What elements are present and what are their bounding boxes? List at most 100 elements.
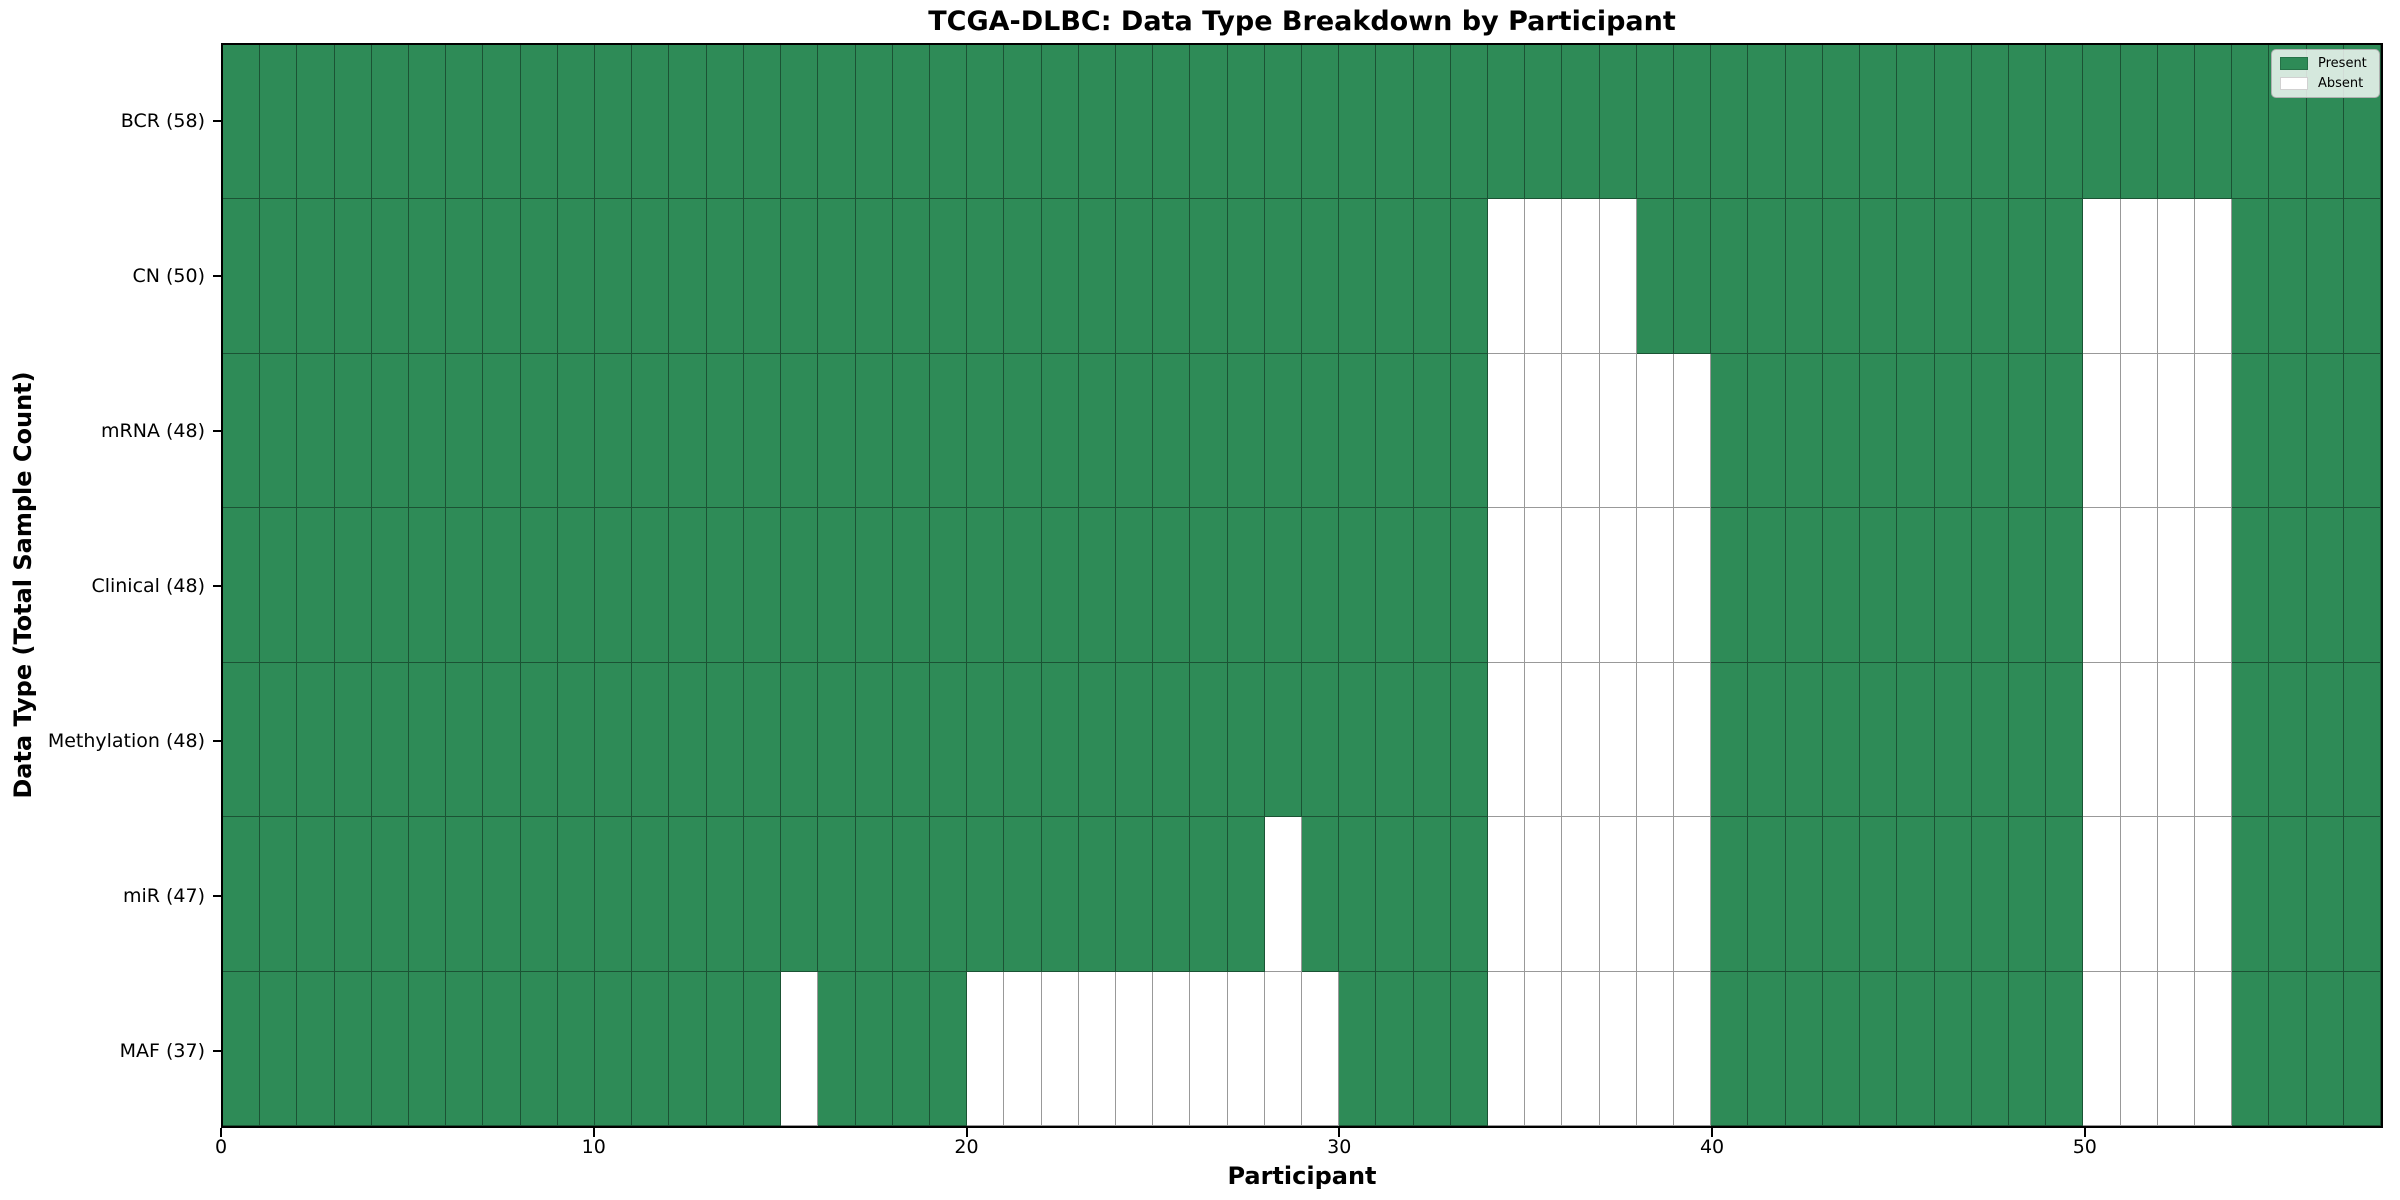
heatmap-cell bbox=[2157, 662, 2195, 818]
heatmap-cell bbox=[1897, 353, 1935, 509]
heatmap-cell bbox=[297, 662, 335, 818]
heatmap-cell bbox=[818, 817, 856, 972]
heatmap-cell bbox=[520, 971, 558, 1126]
heatmap-cell bbox=[1599, 508, 1637, 663]
heatmap-cell bbox=[2157, 508, 2195, 663]
heatmap-cell bbox=[2269, 199, 2307, 354]
heatmap-cell bbox=[2157, 817, 2195, 972]
heatmap-cell bbox=[1748, 817, 1786, 972]
heatmap-cell bbox=[595, 508, 633, 663]
heatmap-cell bbox=[1413, 662, 1451, 818]
heatmap-cell bbox=[1562, 508, 1600, 663]
heatmap-cell bbox=[1153, 971, 1191, 1126]
heatmap-cell bbox=[1748, 199, 1786, 354]
heatmap-cell bbox=[855, 353, 893, 509]
heatmap-cell bbox=[1004, 353, 1042, 509]
heatmap-cell bbox=[1934, 817, 1972, 972]
heatmap-cell bbox=[1674, 45, 1712, 200]
heatmap-cell bbox=[669, 971, 707, 1126]
heatmap-cell bbox=[1525, 662, 1563, 818]
heatmap-cell bbox=[260, 971, 298, 1126]
heatmap-cell bbox=[967, 662, 1005, 818]
heatmap-cell bbox=[2046, 817, 2084, 972]
heatmap-cell bbox=[2120, 971, 2158, 1126]
y-axis-labels: BCR (58) CN (50) mRNA (48) Clinical (48) Met… bbox=[0, 43, 205, 1128]
heatmap-cell bbox=[1153, 817, 1191, 972]
heatmap-cell bbox=[1078, 662, 1116, 818]
heatmap-cell bbox=[483, 199, 521, 354]
heatmap-cell bbox=[557, 45, 596, 200]
heatmap-cell bbox=[892, 508, 930, 663]
heatmap-cell bbox=[1525, 971, 1563, 1126]
heatmap-cell bbox=[483, 45, 521, 200]
heatmap-cell bbox=[818, 45, 856, 200]
heatmap-cell bbox=[446, 199, 484, 354]
heatmap-cell bbox=[1041, 508, 1079, 663]
heatmap-cell bbox=[1562, 662, 1600, 818]
heatmap-cell bbox=[1822, 817, 1861, 972]
heatmap-cell bbox=[1562, 971, 1600, 1126]
heatmap-cell bbox=[1227, 508, 1265, 663]
heatmap-cell bbox=[892, 662, 930, 818]
heatmap-cell bbox=[1785, 662, 1823, 818]
heatmap-cell bbox=[1971, 45, 2009, 200]
x-tick-mark bbox=[1711, 1128, 1714, 1137]
heatmap-cell bbox=[1599, 817, 1637, 972]
heatmap-cell bbox=[1339, 353, 1377, 509]
heatmap-cell bbox=[223, 508, 261, 663]
heatmap-cell bbox=[1971, 817, 2009, 972]
heatmap-cell bbox=[260, 662, 298, 818]
heatmap-cell bbox=[1227, 353, 1265, 509]
heatmap-cell bbox=[1413, 45, 1451, 200]
heatmap-cell bbox=[1785, 353, 1823, 509]
heatmap-cell bbox=[223, 45, 261, 200]
heatmap-cell bbox=[967, 199, 1005, 354]
heatmap-cell bbox=[1450, 199, 1489, 354]
heatmap-cell bbox=[1264, 45, 1302, 200]
heatmap-cell bbox=[1004, 45, 1042, 200]
heatmap-cell bbox=[1190, 817, 1228, 972]
heatmap-cell bbox=[2008, 353, 2047, 509]
heatmap-cell bbox=[929, 817, 968, 972]
x-tick-mark bbox=[2083, 1128, 2086, 1137]
heatmap-cell bbox=[1339, 508, 1377, 663]
heatmap-cell bbox=[1264, 508, 1302, 663]
heatmap-cell bbox=[1822, 353, 1861, 509]
heatmap-cell bbox=[483, 817, 521, 972]
heatmap-cell bbox=[1488, 971, 1526, 1126]
heatmap-cell bbox=[1562, 353, 1600, 509]
heatmap-cell bbox=[1302, 199, 1340, 354]
heatmap-cell bbox=[260, 353, 298, 509]
heatmap-cell bbox=[1450, 508, 1489, 663]
legend: Present Absent bbox=[2271, 49, 2380, 98]
heatmap-cell bbox=[1785, 817, 1823, 972]
heatmap-cell bbox=[446, 971, 484, 1126]
heatmap-cell bbox=[1785, 508, 1823, 663]
heatmap-cell bbox=[781, 817, 819, 972]
heatmap-cell bbox=[260, 45, 298, 200]
heatmap-cell bbox=[1636, 199, 1675, 354]
heatmap-cell bbox=[1897, 508, 1935, 663]
heatmap-cell bbox=[1004, 508, 1042, 663]
heatmap-cell bbox=[1041, 199, 1079, 354]
heatmap-cell bbox=[2232, 817, 2270, 972]
heatmap-cell bbox=[1153, 353, 1191, 509]
heatmap-cell bbox=[2343, 817, 2381, 972]
heatmap-cell bbox=[1785, 45, 1823, 200]
y-tick-mark bbox=[213, 584, 221, 587]
heatmap-cell bbox=[2120, 45, 2158, 200]
heatmap-cell bbox=[1674, 817, 1712, 972]
heatmap-cell bbox=[371, 199, 410, 354]
heatmap-cell bbox=[1339, 971, 1377, 1126]
heatmap-cell bbox=[2008, 508, 2047, 663]
heatmap-cell bbox=[2008, 662, 2047, 818]
heatmap-cell bbox=[2343, 971, 2381, 1126]
heatmap-cell bbox=[1153, 45, 1191, 200]
heatmap-cell bbox=[446, 662, 484, 818]
heatmap-cell bbox=[334, 662, 372, 818]
heatmap-cell bbox=[1450, 817, 1489, 972]
heatmap-cell bbox=[1897, 817, 1935, 972]
heatmap-cell bbox=[1488, 508, 1526, 663]
heatmap-cell bbox=[1004, 662, 1042, 818]
heatmap-cell bbox=[1934, 971, 1972, 1126]
